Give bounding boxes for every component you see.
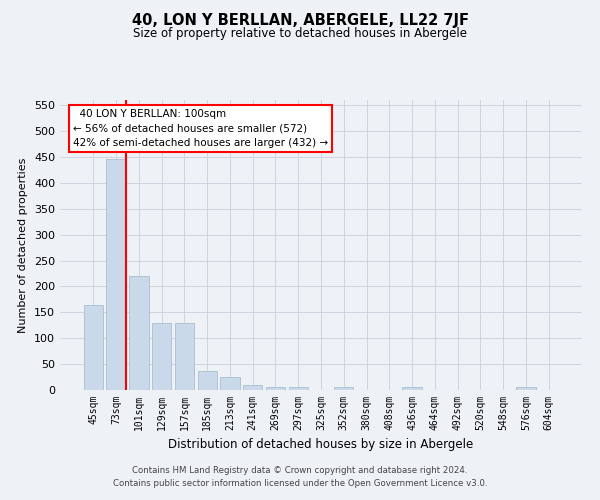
Bar — [243, 385, 262, 390]
Bar — [403, 388, 422, 390]
Bar — [516, 388, 536, 390]
Bar — [289, 388, 308, 390]
Text: Size of property relative to detached houses in Abergele: Size of property relative to detached ho… — [133, 28, 467, 40]
Bar — [220, 377, 239, 390]
Bar — [175, 322, 194, 390]
Text: 40, LON Y BERLLAN, ABERGELE, LL22 7JF: 40, LON Y BERLLAN, ABERGELE, LL22 7JF — [131, 12, 469, 28]
Y-axis label: Number of detached properties: Number of detached properties — [19, 158, 28, 332]
Bar — [129, 276, 149, 390]
Bar — [334, 388, 353, 390]
Text: 40 LON Y BERLLAN: 100sqm
← 56% of detached houses are smaller (572)
42% of semi-: 40 LON Y BERLLAN: 100sqm ← 56% of detach… — [73, 108, 328, 148]
Bar — [152, 322, 172, 390]
Bar — [197, 371, 217, 390]
Bar — [84, 304, 103, 390]
Bar — [106, 158, 126, 390]
Text: Contains HM Land Registry data © Crown copyright and database right 2024.
Contai: Contains HM Land Registry data © Crown c… — [113, 466, 487, 487]
X-axis label: Distribution of detached houses by size in Abergele: Distribution of detached houses by size … — [169, 438, 473, 452]
Bar — [266, 387, 285, 390]
